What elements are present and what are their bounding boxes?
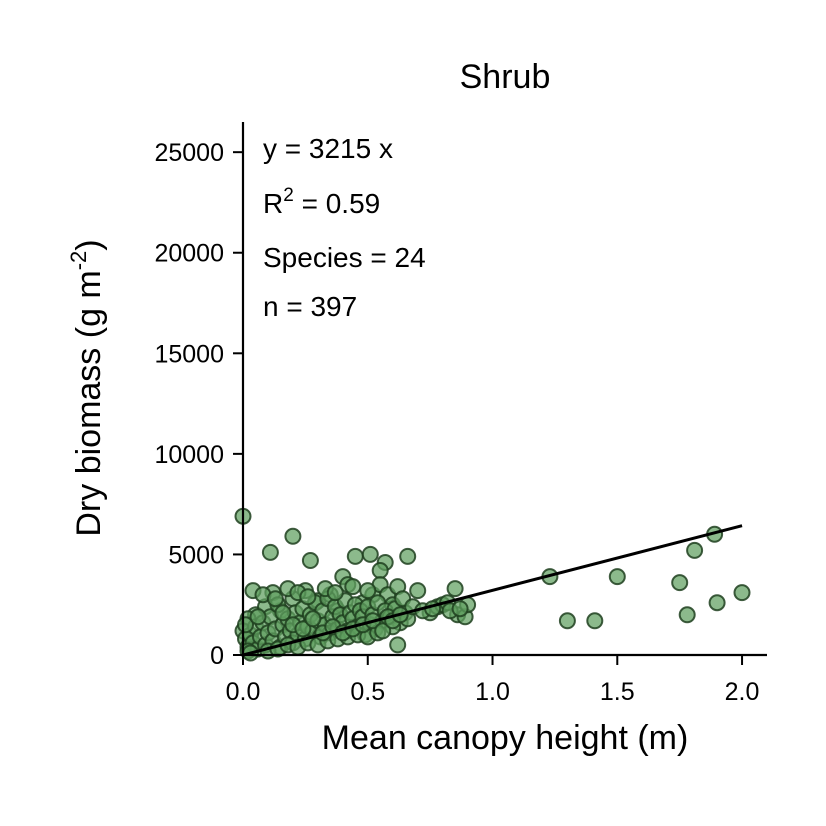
scatter-point xyxy=(294,620,312,638)
scatter-point xyxy=(451,600,469,618)
annotation-equation: y = 3215 x xyxy=(263,133,393,164)
y-tick-label: 10000 xyxy=(154,441,224,469)
scatter-point xyxy=(446,580,464,598)
x-tick-label: 0.0 xyxy=(226,678,261,706)
x-tick-label: 1.5 xyxy=(600,678,635,706)
annotation-box: y = 3215 x R2 = 0.59 Species = 24 n = 39… xyxy=(263,133,426,322)
scatter-point xyxy=(409,582,427,600)
fit-line xyxy=(242,524,743,657)
y-tick-label: 15000 xyxy=(154,340,224,368)
y-axis-label-close: ) xyxy=(70,239,108,250)
scatter-point xyxy=(266,590,284,608)
axes-layer xyxy=(241,122,767,657)
y-ticks: 0 5000 10000 15000 20000 25000 xyxy=(154,139,243,670)
x-axis-label: Mean canopy height (m) xyxy=(322,719,689,757)
scatter-point xyxy=(299,588,317,606)
scatter-point xyxy=(284,527,302,545)
annotation-r2: R2 = 0.59 xyxy=(263,185,380,219)
scatter-point xyxy=(344,578,362,596)
scatter-point xyxy=(359,582,377,600)
scatter-point xyxy=(237,616,254,634)
scatter-point xyxy=(371,562,389,579)
y-axis-label-main: Dry biomass (g m xyxy=(70,270,108,536)
scatter-point xyxy=(671,574,689,592)
scatter-point xyxy=(678,606,696,624)
y-tick-label: 0 xyxy=(210,642,224,670)
chart-title: Shrub xyxy=(460,58,551,96)
scatter-point xyxy=(301,552,319,569)
fit-layer xyxy=(242,524,743,657)
annotation-r2-value: = 0.59 xyxy=(294,188,380,219)
annotation-r2-prefix: R xyxy=(263,188,283,219)
scatter-point xyxy=(558,612,576,630)
annotation-n: n = 397 xyxy=(263,291,357,322)
annotation-species: Species = 24 xyxy=(263,242,426,273)
scatter-point xyxy=(399,547,417,565)
scatter-point xyxy=(326,584,344,602)
x-ticks: 0.0 0.5 1.0 1.5 2.0 xyxy=(226,655,760,706)
scatter-point xyxy=(249,608,267,626)
y-axis-label-superscript: -2 xyxy=(66,251,91,271)
scatter-point xyxy=(346,547,364,565)
x-tick-label: 1.0 xyxy=(475,678,510,706)
scatter-point xyxy=(708,594,726,612)
x-tick-label: 2.0 xyxy=(725,678,760,706)
scatter-point xyxy=(361,545,379,563)
scatter-point xyxy=(389,636,407,654)
scatter-point xyxy=(304,610,322,628)
scatter-point xyxy=(586,612,604,630)
x-tick-label: 0.5 xyxy=(350,678,385,706)
y-axis-label: Dry biomass (g m-2) xyxy=(66,239,108,536)
scatter-point xyxy=(608,568,626,586)
y-tick-label: 20000 xyxy=(154,240,224,268)
y-tick-label: 25000 xyxy=(154,139,224,167)
scatter-point xyxy=(261,543,279,561)
scatter-point xyxy=(686,541,704,559)
scatter-point xyxy=(274,604,292,622)
scatter-point xyxy=(733,584,751,602)
annotation-r2-superscript: 2 xyxy=(283,185,294,206)
y-tick-label: 5000 xyxy=(168,541,224,569)
